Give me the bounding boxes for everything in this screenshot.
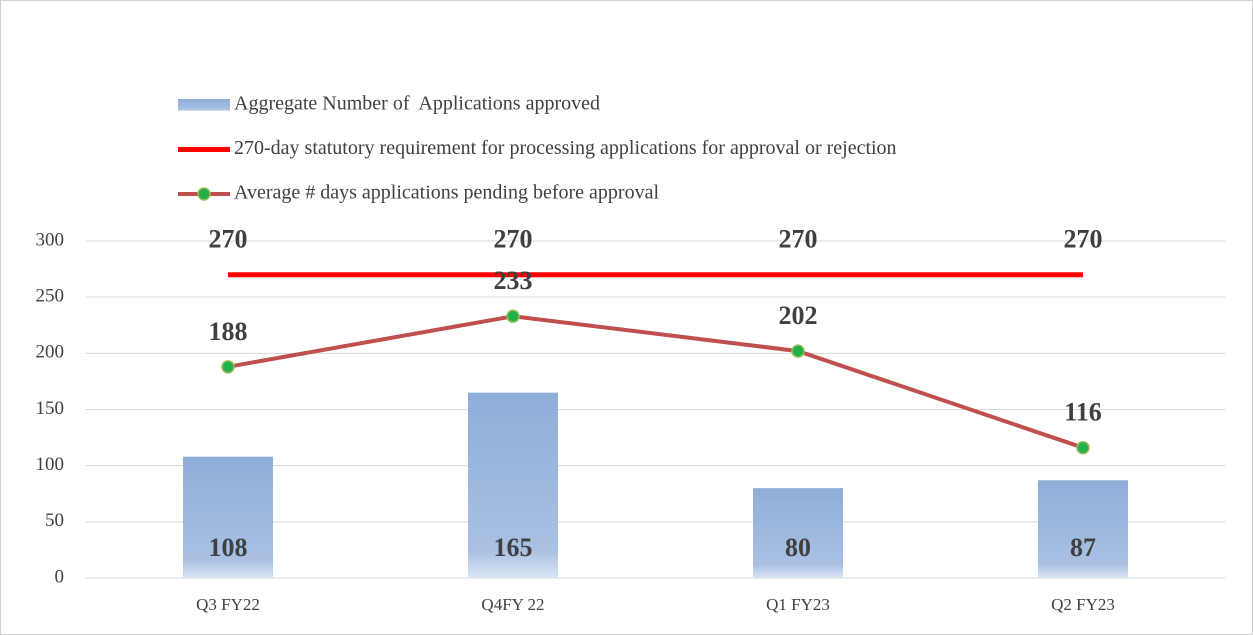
marker xyxy=(791,344,805,358)
data-label: 270 xyxy=(779,225,818,254)
data-label: 202 xyxy=(779,301,818,330)
y-tick-label: 200 xyxy=(36,342,65,363)
legend-swatch xyxy=(178,99,230,111)
bar xyxy=(183,456,273,578)
marker xyxy=(1076,440,1090,455)
data-label: 233 xyxy=(494,266,533,295)
data-label: 270 xyxy=(209,225,248,254)
y-tick-label: 100 xyxy=(36,454,65,475)
data-label: 270 xyxy=(494,225,533,254)
data-label: 80 xyxy=(785,533,811,562)
x-tick-label: Q3 FY22 xyxy=(196,595,260,614)
x-tick-label: Q4FY 22 xyxy=(481,595,544,614)
data-label: 116 xyxy=(1064,398,1102,427)
legend-label: Aggregate Number of Applications approve… xyxy=(234,93,600,115)
data-label: 270 xyxy=(1064,225,1103,254)
y-tick-label: 250 xyxy=(36,286,65,307)
legend-label: Average # days applications pending befo… xyxy=(234,182,659,204)
y-tick-label: 150 xyxy=(36,398,65,419)
line xyxy=(227,314,1084,450)
bar xyxy=(753,488,843,578)
x-tick-label: Q2 FY23 xyxy=(1051,595,1115,614)
legend-label: 270-day statutory requirement for proces… xyxy=(234,137,897,159)
y-tick-label: 300 xyxy=(36,229,65,250)
y-tick-label: 50 xyxy=(45,510,64,531)
bar xyxy=(1038,480,1128,578)
x-tick-label: Q1 FY23 xyxy=(766,595,830,614)
data-label: 108 xyxy=(209,533,248,562)
data-label: 188 xyxy=(209,317,248,346)
y-tick-label: 0 xyxy=(55,566,65,587)
data-label: 87 xyxy=(1070,533,1096,562)
bar xyxy=(468,392,558,578)
legend-marker xyxy=(197,187,211,201)
data-label: 165 xyxy=(494,533,533,562)
marker xyxy=(506,309,520,324)
marker xyxy=(221,360,235,374)
